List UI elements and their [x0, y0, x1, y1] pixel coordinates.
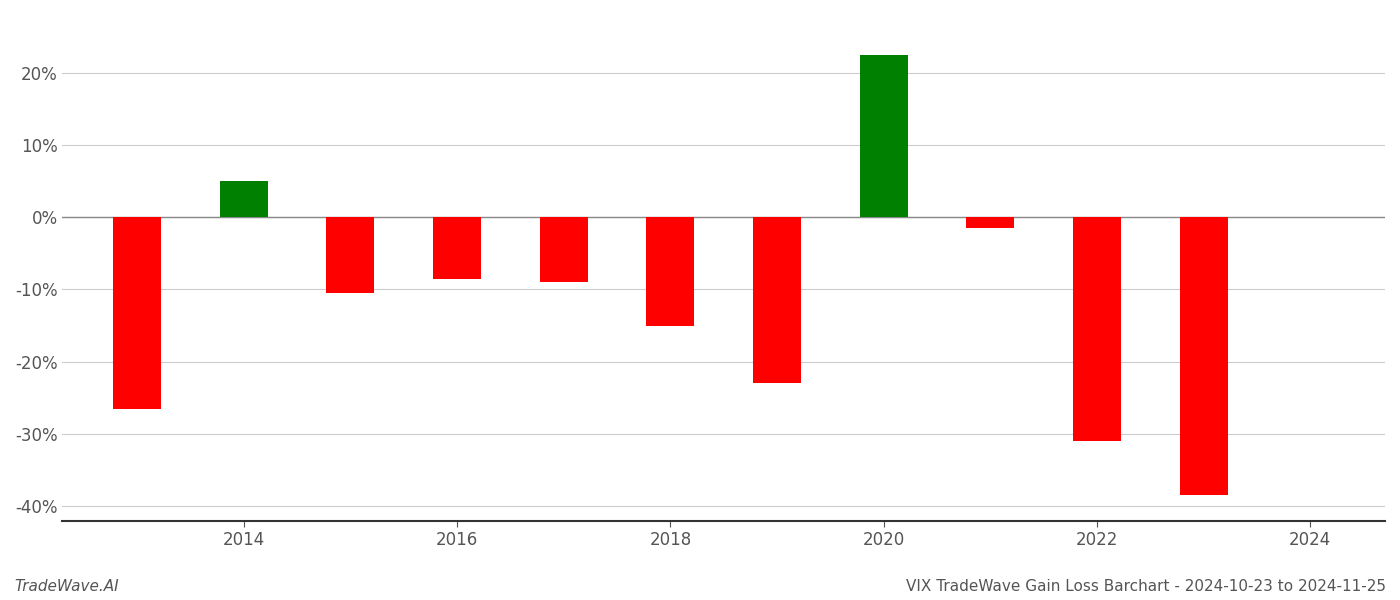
Bar — [966, 217, 1015, 228]
Bar — [540, 217, 588, 282]
Text: TradeWave.AI: TradeWave.AI — [14, 579, 119, 594]
Bar — [113, 217, 161, 409]
Bar — [433, 217, 482, 278]
Bar — [326, 217, 374, 253]
Bar — [753, 217, 801, 383]
Bar — [647, 217, 694, 326]
Bar — [647, 217, 694, 271]
Bar — [220, 181, 267, 217]
Bar — [1072, 217, 1121, 441]
Bar — [1180, 217, 1228, 496]
Text: VIX TradeWave Gain Loss Barchart - 2024-10-23 to 2024-11-25: VIX TradeWave Gain Loss Barchart - 2024-… — [906, 579, 1386, 594]
Bar — [326, 217, 374, 293]
Bar — [860, 55, 907, 217]
Bar — [1072, 217, 1121, 221]
